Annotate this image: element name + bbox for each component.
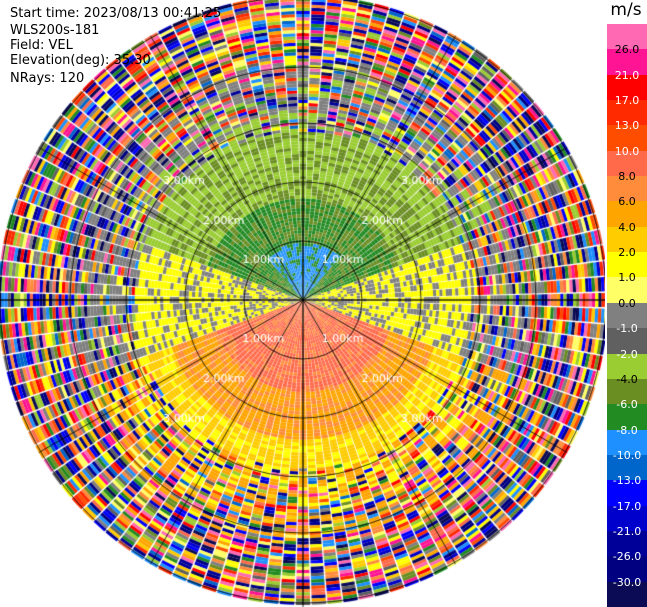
colorbar-segment (607, 556, 647, 583)
colorbar-segment (607, 378, 647, 405)
colorbar-segment (607, 353, 647, 380)
colorbar-tick-label: 1.0 (618, 271, 636, 285)
colorbar-tick-label: -1.0 (616, 322, 638, 336)
colorbar-segment (607, 226, 647, 253)
colorbar-tick-label: -13.0 (612, 474, 642, 488)
colorbar-segment (607, 125, 647, 152)
colorbar-tick-label: 6.0 (618, 195, 636, 209)
colorbar-segment (607, 100, 647, 126)
start-time-label: Start time: 2023/08/13 00:41:25 (10, 6, 222, 21)
colorbar-tick-label: -21.0 (612, 524, 642, 538)
instrument-label: WLS200s-181 (10, 23, 100, 38)
elevation-label: Elevation(deg): 35.30 (10, 53, 151, 68)
colorbar-tick-label: 17.0 (614, 94, 640, 108)
colorbar-segment (607, 201, 647, 228)
colorbar-tick-label: 2.0 (618, 246, 636, 260)
colorbar-segment (607, 252, 647, 278)
colorbar-tick-label: -8.0 (616, 423, 638, 437)
colorbar-segment (607, 24, 647, 50)
colorbar-tick-label: 0.0 (618, 296, 636, 310)
colorbar-tick-label: -17.0 (612, 499, 642, 513)
colorbar-segment (607, 49, 647, 76)
velocity-ppi-plot (0, 0, 605, 607)
colorbar-segment (607, 581, 647, 607)
colorbar-tick-label: -6.0 (616, 398, 638, 412)
colorbar-segment (607, 176, 647, 202)
colorbar-tick-label: 8.0 (618, 170, 636, 184)
colorbar-segment (607, 530, 647, 557)
colorbar-segment (607, 480, 647, 507)
field-label: Field: VEL (10, 38, 73, 53)
colorbar: 26.0 21.0 17.0 13.0 10.0 8.0 6.0 4.0 2.0 1.0 0.0 -1… (607, 24, 647, 607)
colorbar-tick-label: -30.0 (612, 575, 642, 589)
colorbar-tick-label: -4.0 (616, 372, 638, 386)
colorbar-segment (607, 404, 647, 431)
colorbar-segment (607, 429, 647, 456)
nrays-label: NRays: 120 (10, 71, 85, 86)
colorbar-tick-label: 4.0 (618, 220, 636, 234)
colorbar-tick-label: 13.0 (614, 119, 640, 133)
colorbar-segment (607, 74, 647, 101)
colorbar-segment (607, 302, 647, 329)
colorbar-segment (607, 454, 647, 481)
colorbar-segment (607, 505, 647, 532)
colorbar-segment (607, 328, 647, 355)
colorbar-tick-label: -26.0 (612, 550, 642, 564)
colorbar-tick-label: 21.0 (614, 68, 640, 82)
colorbar-tick-label: 10.0 (614, 144, 640, 158)
colorbar-segment (607, 150, 647, 177)
colorbar-tick-label: -10.0 (612, 448, 642, 462)
colorbar-tick-label: -2.0 (616, 347, 638, 361)
colorbar-segment (607, 277, 647, 304)
colorbar-tick-label: 26.0 (614, 43, 640, 57)
colorbar-title: m/s (610, 0, 642, 20)
